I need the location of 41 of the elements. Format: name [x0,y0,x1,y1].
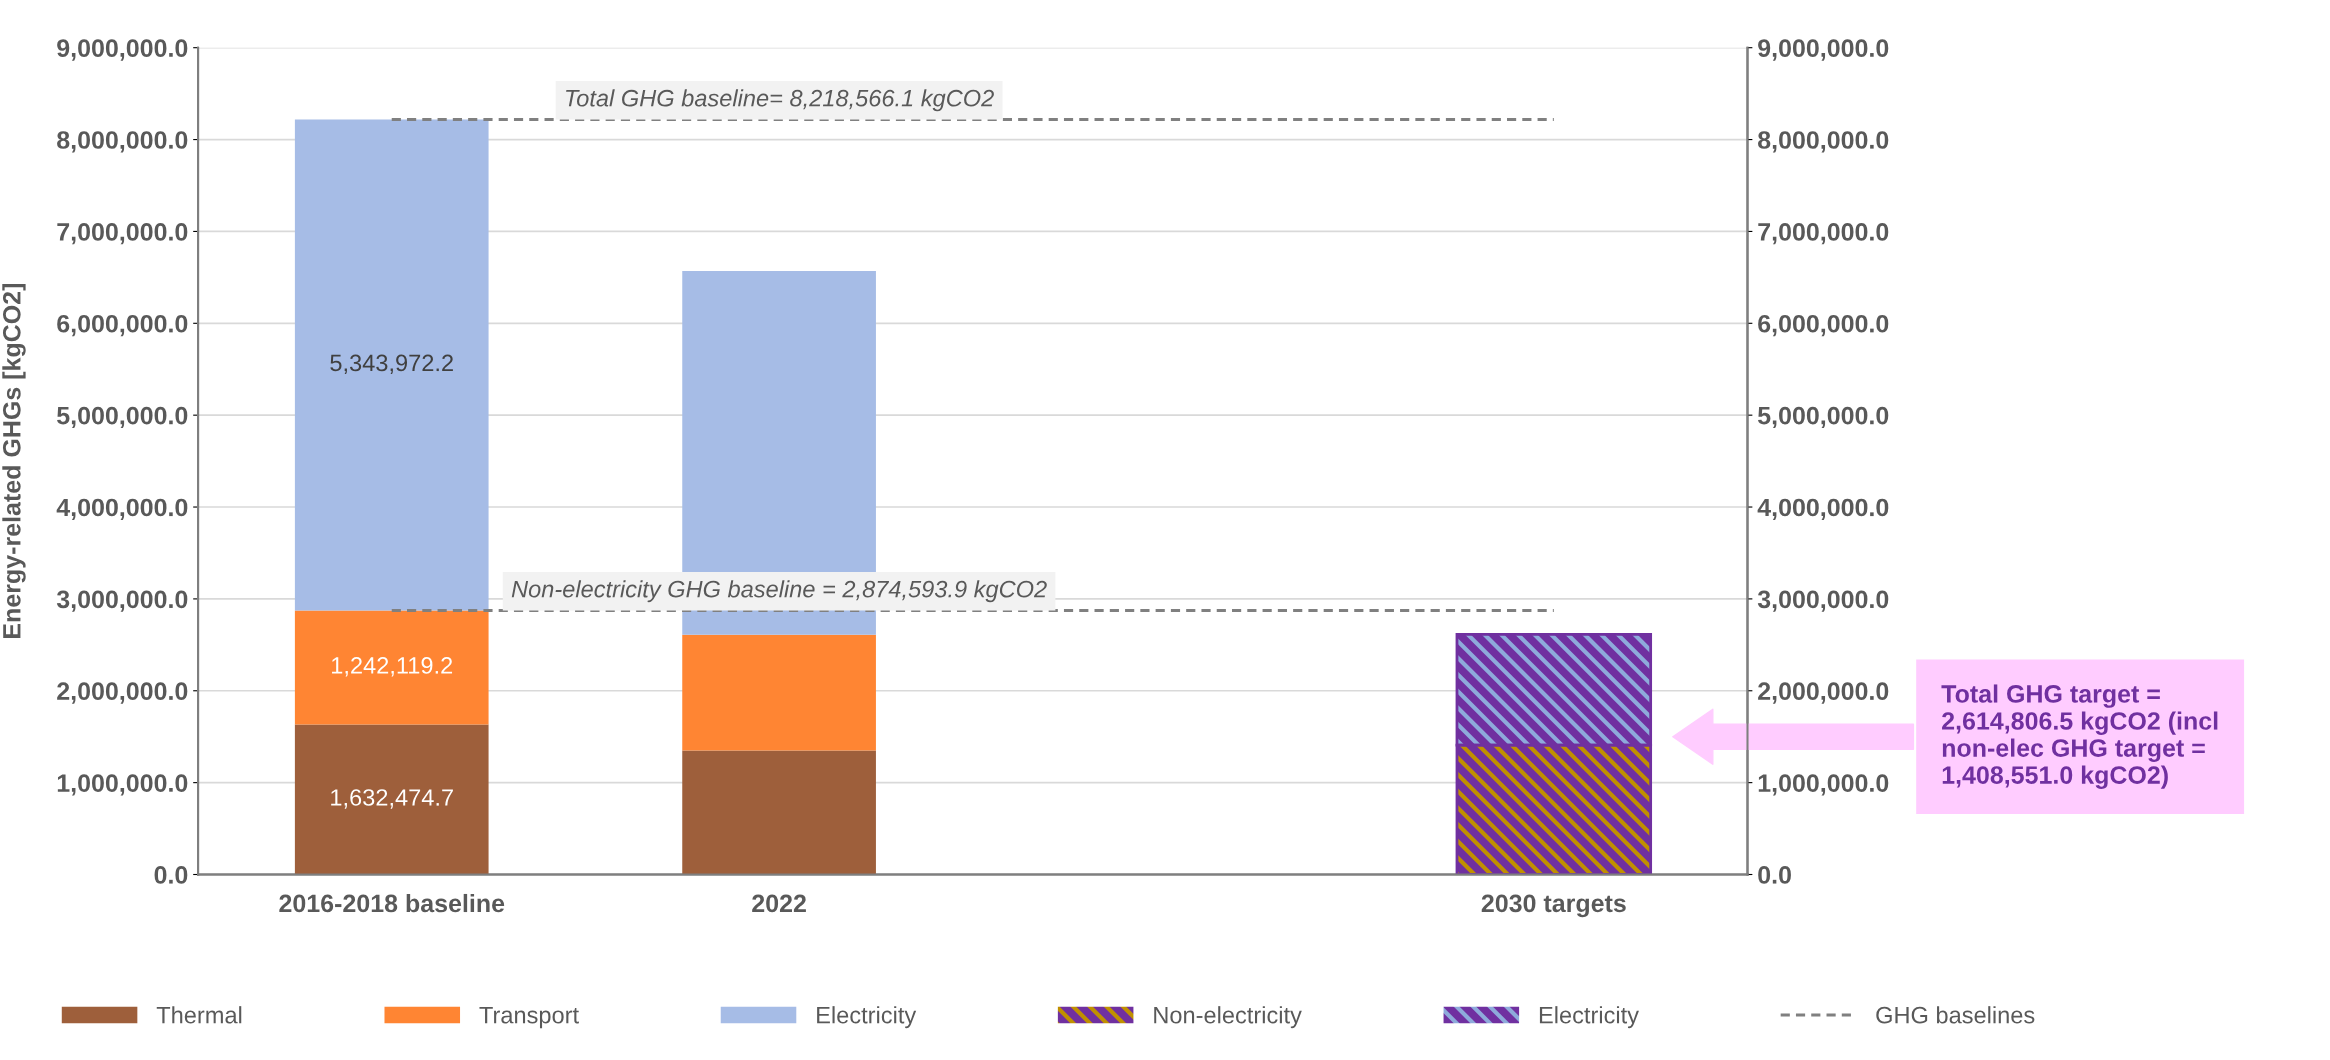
bar [294,724,489,875]
x-tick-label: 2022 [752,894,806,913]
data-label: 5,343,972.2 [330,354,453,375]
data-label: 1,632,474.7 [331,789,453,809]
x-tick-label: 2030 targets [1481,894,1626,918]
data-label: 1,242,119.2 [332,657,453,677]
y-tick-label: 1,000,000.0 [57,774,188,796]
y-tick-label: 5,000,000.0 [57,406,188,429]
x-tick-label: 2016-2018 baseline [279,893,505,913]
legend-label: Thermal [156,1006,242,1024]
bar [682,634,876,751]
y2-tick-label: 3,000,000.0 [1757,590,1889,612]
y2-tick-label: 2,000,000.0 [1758,682,1889,704]
text: Total GHG target = 2,614,806.5 kgCO2 (incl non-elec GHG target = 1,408,551.0 kgCO2) [1941,684,2218,789]
y-tick-label: 3,000,000.0 [56,590,188,612]
bar [294,610,489,725]
y-tick-label: 9,000,000.0 [57,39,188,61]
legend-label: Electricity [817,1006,917,1029]
y2-tick-label: 4,000,000.0 [1757,498,1889,520]
y-tick-label: 8,000,000.0 [57,131,188,153]
y-tick-label: 7,000,000.0 [57,223,188,245]
y-axis-title: Energy-related GHGs [kgCO2] [2,283,26,638]
y2-tick-label: 0.0 [1758,866,1791,884]
y-tick-label: 4,000,000.0 [56,498,188,520]
bar [294,119,489,611]
y-tick-label: 2,000,000.0 [57,682,188,704]
legend-label: Transport [479,1007,579,1029]
y2-tick-label: 5,000,000.0 [1757,406,1889,429]
annotation: Non-electricity GHG baseline = 2,874,593.9 kgCO2 [511,580,1047,603]
bar [682,750,876,875]
y2-tick-label: 6,000,000.0 [1758,314,1889,337]
y2-tick-label: 1,000,000.0 [1758,774,1889,796]
legend-label: Electricity [1539,1006,1639,1029]
legend-label: Non-electricity [1154,1006,1302,1029]
y-tick-label: 6,000,000.0 [57,314,188,337]
annotation: Total GHG baseline= 8,218,566.1 kgCO2 [566,89,994,112]
y2-tick-label: 9,000,000.0 [1758,39,1889,61]
y2-tick-label: 8,000,000.0 [1758,131,1889,153]
y-tick-label: 0.0 [154,866,188,884]
y2-tick-label: 7,000,000.0 [1758,223,1889,245]
legend-label: GHG baselines [1876,1006,2035,1024]
